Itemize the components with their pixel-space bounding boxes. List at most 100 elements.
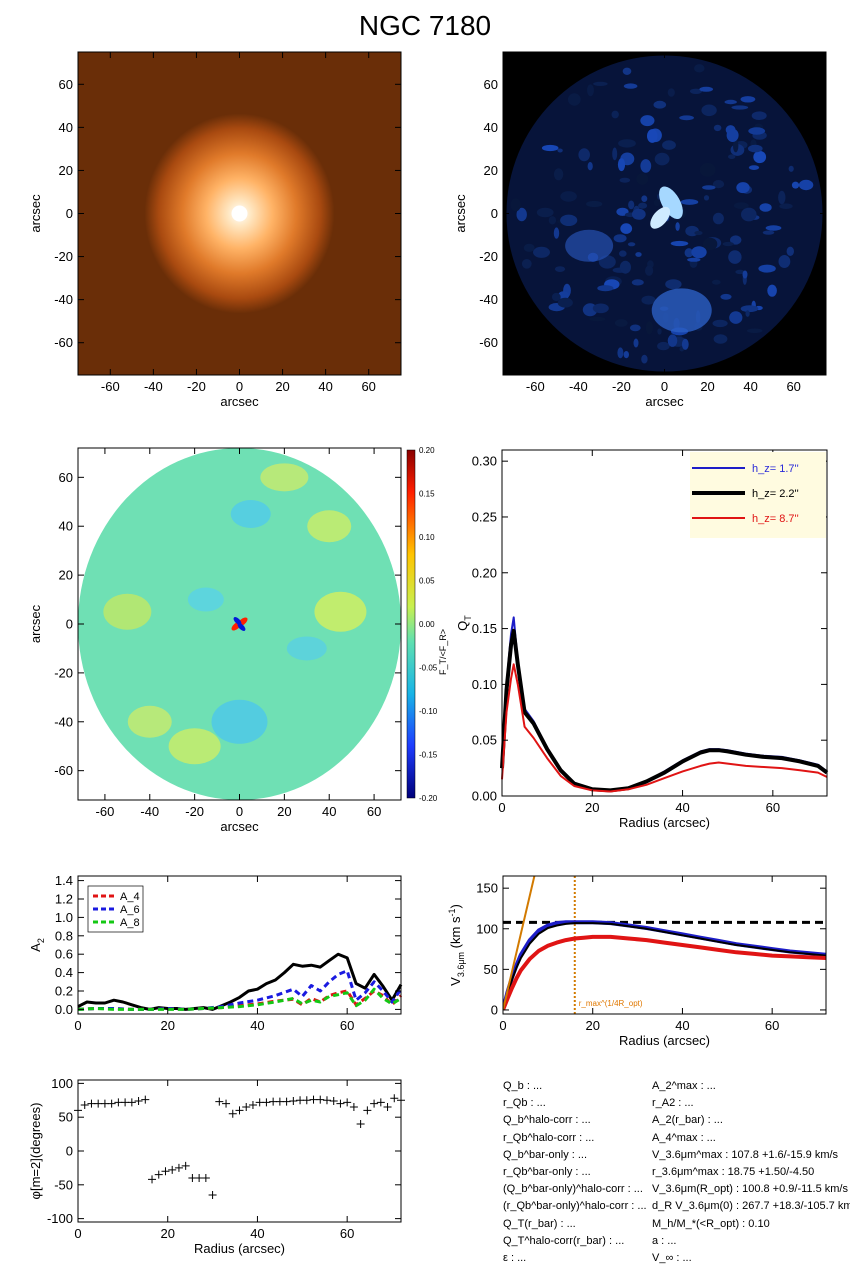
phase-point <box>134 1096 143 1105</box>
residual-blob <box>633 338 639 348</box>
y-tick-label: 60 <box>59 470 73 485</box>
colorbar-tick-label: -0.05 <box>419 664 438 673</box>
residual-blob <box>713 124 722 132</box>
residual-blob <box>740 305 759 313</box>
phase-point <box>356 1119 365 1128</box>
x-tick-label: 0 <box>499 1018 506 1033</box>
y-tick-label: 100 <box>476 921 498 936</box>
y-tick-label: 20 <box>484 163 498 178</box>
param-row: d_R V_3.6μm(0) : 267.7 +18.3/-105.7 km/s… <box>652 1200 850 1213</box>
phase-point <box>289 1096 298 1105</box>
qt-series-line <box>501 663 828 793</box>
y-tick-label: 40 <box>59 120 73 135</box>
x-tick-label: 40 <box>318 379 332 394</box>
residual-blob <box>748 144 763 153</box>
residual-blob <box>694 230 703 236</box>
x-tick-label: 60 <box>340 1226 354 1241</box>
phase-point <box>349 1103 358 1112</box>
phase-point <box>174 1163 183 1172</box>
x-tick-label: -60 <box>96 804 115 819</box>
residual-blob <box>720 293 732 300</box>
residual-blob <box>730 235 742 245</box>
residual-blob <box>593 81 608 86</box>
y-tick-label: 0 <box>66 1144 73 1159</box>
qt-profile-panel: 0 20 40 60 0.00 0.05 0.10 0.15 0.20 0.25 0.30 Radiu… <box>455 449 829 830</box>
force-map-trough <box>233 617 242 625</box>
phase-point <box>275 1097 284 1106</box>
residual-blob <box>611 110 619 119</box>
residual-blob <box>619 250 627 257</box>
plot-frame <box>501 449 828 797</box>
residual-blob <box>618 139 636 148</box>
residual-blob <box>548 216 557 225</box>
param-row: A_4^max : ... <box>652 1131 716 1144</box>
x-tick-label: 20 <box>275 379 289 394</box>
y-tick-label: -40 <box>479 292 498 307</box>
x-tick-label: 40 <box>675 800 689 815</box>
residual-blob <box>670 240 689 247</box>
y-tick-label: 0.25 <box>472 509 497 524</box>
y-tick-label: 1.0 <box>55 910 73 925</box>
x-tick-label: 0 <box>74 1226 81 1241</box>
y-tick-label: 0.15 <box>472 621 497 636</box>
residual-blob <box>740 96 756 103</box>
x-tick-label: 60 <box>786 379 800 394</box>
x-tick-label: -20 <box>612 379 631 394</box>
param-row: Q_b^bar-only : ... <box>503 1148 588 1161</box>
residual-blob <box>778 190 786 205</box>
plot-frame <box>77 875 402 1015</box>
colorbar-tick-label: -0.10 <box>419 707 438 716</box>
residual-blob <box>533 246 550 258</box>
ylabel-subscript: 2 <box>36 938 46 943</box>
y-tick-label: 0 <box>491 206 498 221</box>
phase-point <box>201 1174 210 1183</box>
x-tick-label: 60 <box>361 379 375 394</box>
x-tick-label: 40 <box>675 1018 689 1033</box>
residual-blob <box>536 207 554 218</box>
legend-entry: A_8 <box>120 917 140 929</box>
residual-blob <box>665 279 682 290</box>
x-tick-label: 20 <box>700 379 714 394</box>
rotation-series-line <box>503 920 826 1011</box>
y-tick-label: -20 <box>54 665 73 680</box>
param-row: r_3.6μm^max : 18.75 +1.50/-4.50 <box>652 1166 815 1179</box>
ylabel-main: V <box>448 977 463 986</box>
residual-blob <box>798 179 814 191</box>
y-tick-label: 0 <box>66 617 73 632</box>
y-tick-label: -60 <box>54 335 73 350</box>
residual-blob <box>712 279 721 285</box>
residual-blob <box>597 285 614 292</box>
param-row: ε : ... <box>503 1252 527 1265</box>
x-tick-label: -60 <box>526 379 545 394</box>
phase-point <box>255 1098 264 1107</box>
residual-blob <box>702 237 718 251</box>
x-tick-label: 20 <box>160 1018 174 1033</box>
phase-point <box>282 1097 291 1106</box>
residual-blob <box>741 207 757 222</box>
x-tick-label: -40 <box>144 379 163 394</box>
legend-entry: A_6 <box>120 904 140 916</box>
param-row: r_Qb^halo-corr : ... <box>503 1131 595 1144</box>
phase-point <box>215 1097 224 1106</box>
force-map-feature <box>230 500 271 528</box>
residual-blob <box>612 147 618 161</box>
plot-frame <box>502 875 827 1015</box>
residual-blob <box>557 297 573 308</box>
residual-blob <box>628 200 635 210</box>
y-tick-label: -60 <box>479 335 498 350</box>
y-tick-label: 0 <box>66 206 73 221</box>
residual-blob <box>589 316 606 322</box>
y-tick-label: 0.20 <box>472 565 497 580</box>
residual-blob <box>675 222 680 231</box>
force-map-trough <box>237 623 246 631</box>
ylabel-superscript: -1 <box>447 909 457 917</box>
y-tick-label: -40 <box>54 292 73 307</box>
y-axis-label: arcsec <box>28 194 43 233</box>
x-tick-label: 40 <box>743 379 757 394</box>
x-tick-label: 0 <box>661 379 668 394</box>
x-tick-label: 20 <box>585 800 599 815</box>
force-map-feature <box>211 699 268 744</box>
phase-point <box>363 1106 372 1115</box>
residual-blob <box>617 347 624 359</box>
plot-frame <box>77 1079 402 1223</box>
